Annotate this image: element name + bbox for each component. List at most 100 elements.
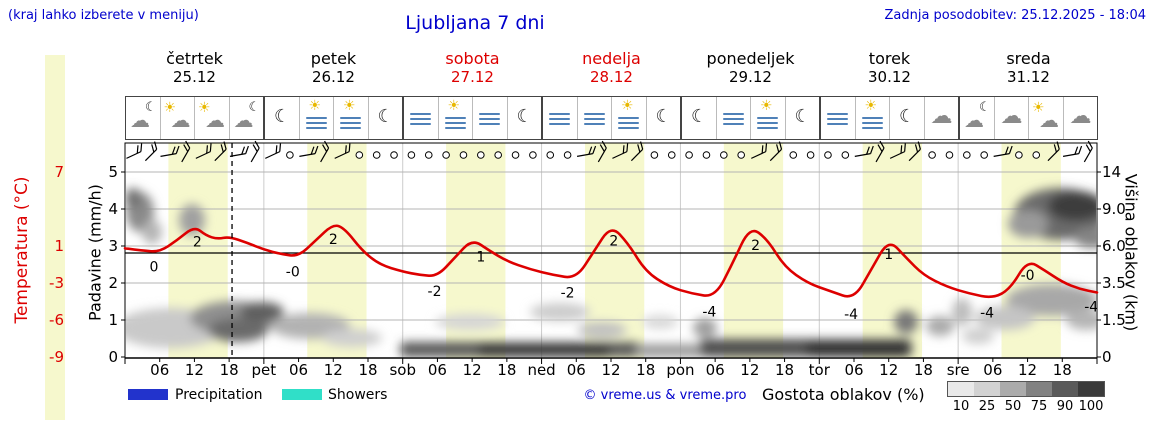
cloud-blob: [952, 298, 972, 326]
icon-slot: ☾: [369, 97, 403, 139]
curve-value-label: 1: [884, 247, 893, 263]
precip-axis-value: 0: [108, 348, 118, 366]
wind-barb-icon: [214, 141, 227, 162]
fog-lines-icon: [444, 127, 466, 129]
precip-axis-value: 5: [108, 163, 118, 181]
cloud-scale-segment: [974, 382, 1000, 396]
day-icon-box: ☀ ☾: [542, 96, 681, 140]
day-icon-box: ☾ ☀ ☀ ☾: [264, 96, 403, 140]
cloud-height-axis-value: 1.5: [1102, 311, 1126, 329]
curve-value-label: 2: [193, 234, 202, 250]
icon-slot: ☀: [300, 97, 334, 139]
wind-barb-icon: [250, 140, 260, 163]
moon-icon: ☾: [274, 106, 291, 127]
calm-wind-icon: [720, 151, 728, 159]
icon-slot: [821, 97, 856, 139]
icon-slot: ☀ ☁: [1029, 97, 1064, 139]
precip-axis-value: 2: [108, 274, 118, 292]
temperature-line: [123, 224, 1099, 299]
icon-slot: ☾ ☁: [126, 97, 161, 139]
x-axis-label: 18: [220, 361, 239, 379]
cloud-blob: [240, 302, 284, 322]
fog-lines-icon: [410, 118, 431, 120]
fog-lines-icon: [722, 123, 744, 125]
cloud-blob: [478, 344, 610, 357]
curve-value-label: -4: [1084, 299, 1098, 315]
cloud-scale-segment: [1052, 382, 1078, 396]
calm-wind-icon: [546, 151, 555, 159]
cloud-blob: [975, 306, 1035, 330]
cloud-blob: [1006, 284, 1096, 316]
cloud-blob: [179, 204, 205, 236]
cloud-blob: [435, 314, 505, 330]
cloud-height-axis-value: 14: [1102, 163, 1121, 181]
wind-barb-icon: [229, 145, 249, 157]
wind-barb-icon: [195, 143, 212, 159]
day-header: ponedeljek 29.12: [681, 50, 820, 87]
cloud-scale-value: 75: [1030, 399, 1048, 414]
day-date: 25.12: [173, 68, 216, 86]
icon-slot: ☾: [786, 97, 820, 139]
x-axis-label: 06: [844, 361, 863, 379]
fog-lines-icon: [861, 127, 883, 129]
fog-lines-icon: [549, 123, 570, 125]
fog-lines-icon: [549, 113, 570, 115]
precip-axis-value: 4: [108, 200, 118, 218]
day-header: četrtek 25.12: [125, 50, 264, 87]
curve-value-label: -0: [1021, 268, 1035, 284]
calm-wind-icon: [685, 151, 693, 159]
cloud-blob: [208, 318, 268, 342]
wind-barb-icon: [597, 140, 607, 163]
x-axis-label: 06: [150, 361, 169, 379]
cloud-cover-layer: [126, 188, 1096, 357]
cloud-scale-value: 100: [1078, 399, 1104, 414]
curve-value-label: -2: [561, 285, 575, 301]
moon-icon: ☾: [145, 100, 157, 115]
calm-wind-icon: [442, 151, 450, 159]
wind-barb-icon: [751, 143, 768, 159]
fog-lines-icon: [340, 122, 361, 124]
curve-value-label: 2: [751, 238, 760, 254]
x-axis-label: 06: [289, 361, 308, 379]
x-axis-label: 18: [914, 361, 933, 379]
cloud-blob: [530, 303, 590, 321]
credit-link[interactable]: © vreme.us & vreme.pro: [583, 388, 747, 403]
day-date: 26.12: [312, 68, 355, 86]
icon-slot: ☀: [612, 97, 647, 139]
calm-wind-icon: [928, 151, 936, 159]
icon-slot: [473, 97, 508, 139]
icon-slot: ☾: [508, 97, 542, 139]
icon-slot: ☾: [647, 97, 681, 139]
sun-icon: ☀: [621, 98, 634, 114]
cloud-scale-value: 90: [1056, 399, 1074, 414]
cloud-blob: [693, 318, 717, 338]
calm-wind-icon: [737, 151, 745, 159]
icon-slot: ☾ ☁: [960, 97, 995, 139]
calm-wind-icon: [1015, 151, 1023, 159]
cloud-icon: ☁: [1000, 104, 1023, 129]
cloud-height-axis-value: 9.0: [1102, 200, 1126, 218]
fog-lines-icon: [757, 117, 778, 119]
cloud-density-label: Gostota oblakov (%): [762, 385, 925, 404]
cloud-height-axis-value: 3.5: [1102, 274, 1126, 292]
calm-wind-icon: [407, 151, 416, 159]
curve-value-label: -0: [286, 264, 300, 280]
cloud-height-axis-value: 6.0: [1102, 237, 1126, 255]
cloud-icon: ☁: [205, 108, 225, 132]
day-date: 30.12: [868, 68, 911, 86]
cloud-blob: [926, 316, 954, 336]
wind-barb-icon: [160, 145, 180, 157]
calm-wind-icon: [963, 151, 971, 159]
fog-lines-icon: [479, 113, 500, 115]
x-axis-label: 18: [636, 361, 655, 379]
cloud-blob: [126, 188, 141, 208]
fog-lines-icon: [305, 117, 327, 119]
day-header: sobota 27.12: [403, 50, 542, 87]
fog-lines-icon: [410, 113, 431, 115]
sun-icon: ☀: [760, 98, 773, 114]
cloud-scale-value: 50: [1004, 399, 1022, 414]
x-axis-label: 18: [358, 361, 377, 379]
precip-axis-value: 3: [108, 237, 118, 255]
